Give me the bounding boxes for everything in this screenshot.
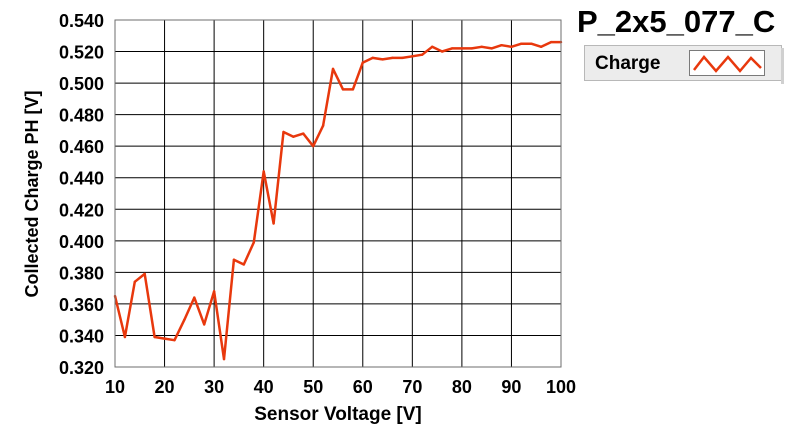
y-tick-label: 0.360 [59, 295, 104, 315]
x-tick-label: 40 [254, 377, 274, 397]
data-point [292, 135, 295, 138]
data-point [440, 50, 444, 53]
data-point [242, 263, 246, 266]
plot-border [114, 19, 562, 368]
data-point [232, 258, 236, 261]
data-point [411, 55, 414, 58]
data-point [549, 40, 553, 44]
data-point [252, 241, 255, 244]
y-tick-label: 0.440 [59, 169, 104, 189]
data-point [123, 335, 127, 339]
legend-entry-charge: Charge [595, 53, 661, 74]
y-tick-label: 0.400 [59, 232, 104, 252]
x-axis-label: Sensor Voltage [V] [254, 404, 422, 425]
y-tick-label: 0.460 [59, 137, 104, 157]
data-point [153, 335, 156, 339]
data-point [341, 88, 345, 91]
data-point [282, 130, 285, 134]
legend-swatch-line [693, 55, 762, 73]
legend: Charge [584, 45, 784, 84]
data-point [361, 61, 364, 64]
x-tick-label: 20 [155, 377, 175, 397]
data-point [272, 222, 275, 225]
x-tick-labels: 10 20 30 40 50 60 70 80 90 100 [105, 377, 576, 397]
legend-shadow [781, 48, 784, 84]
y-tick-label: 0.480 [59, 106, 104, 126]
data-point [490, 47, 493, 50]
plot-area [115, 20, 561, 367]
data-point [262, 170, 265, 173]
data-point [539, 45, 543, 49]
x-tick-label: 80 [452, 377, 472, 397]
x-tick-label: 10 [105, 377, 125, 397]
data-point [163, 337, 166, 340]
data-point [222, 357, 226, 361]
data-point [381, 58, 384, 61]
data-point [401, 56, 404, 60]
x-tick-label: 50 [303, 377, 323, 397]
x-tick-label: 70 [402, 377, 422, 397]
data-point [430, 45, 434, 49]
data-point [460, 47, 464, 50]
x-tick-label: 60 [353, 377, 373, 397]
series-layer [113, 40, 563, 361]
data-point [470, 47, 473, 50]
y-tick-label: 0.320 [59, 358, 104, 378]
series-line-charge [113, 40, 561, 361]
y-tick-label: 0.540 [59, 11, 104, 31]
data-point [421, 53, 424, 56]
data-point [312, 144, 315, 148]
y-axis-label: Collected Charge PH [V] [22, 90, 42, 297]
data-point [203, 323, 206, 326]
x-tick-label: 100 [546, 377, 576, 397]
data-point [530, 42, 533, 45]
data-point [193, 296, 196, 299]
data-point [302, 132, 305, 135]
data-point [520, 42, 523, 45]
y-tick-label: 0.500 [59, 74, 104, 94]
x-tick-label: 90 [501, 377, 521, 397]
y-tick-label: 0.380 [59, 263, 104, 283]
y-tick-labels: 0.320 0.340 0.360 0.380 0.400 0.420 0.440 0.460… [59, 11, 104, 378]
y-tick-label: 0.420 [59, 200, 104, 220]
data-point [371, 56, 374, 60]
data-point [331, 67, 335, 71]
y-tick-label: 0.340 [59, 326, 104, 346]
data-point [143, 272, 146, 276]
data-point [450, 47, 454, 50]
data-point [321, 124, 325, 127]
data-point [510, 45, 513, 49]
data-point [173, 338, 176, 342]
data-point [133, 280, 137, 284]
data-point [391, 56, 394, 60]
chart-title: P_2x5_077_C [577, 4, 776, 39]
data-point [183, 318, 186, 321]
data-point [212, 290, 216, 293]
y-tick-label: 0.520 [59, 43, 104, 63]
x-tick-label: 30 [204, 377, 224, 397]
legend-swatch-charge[interactable] [689, 50, 765, 76]
data-point [351, 88, 355, 91]
data-point [500, 44, 503, 47]
data-point [480, 45, 483, 49]
